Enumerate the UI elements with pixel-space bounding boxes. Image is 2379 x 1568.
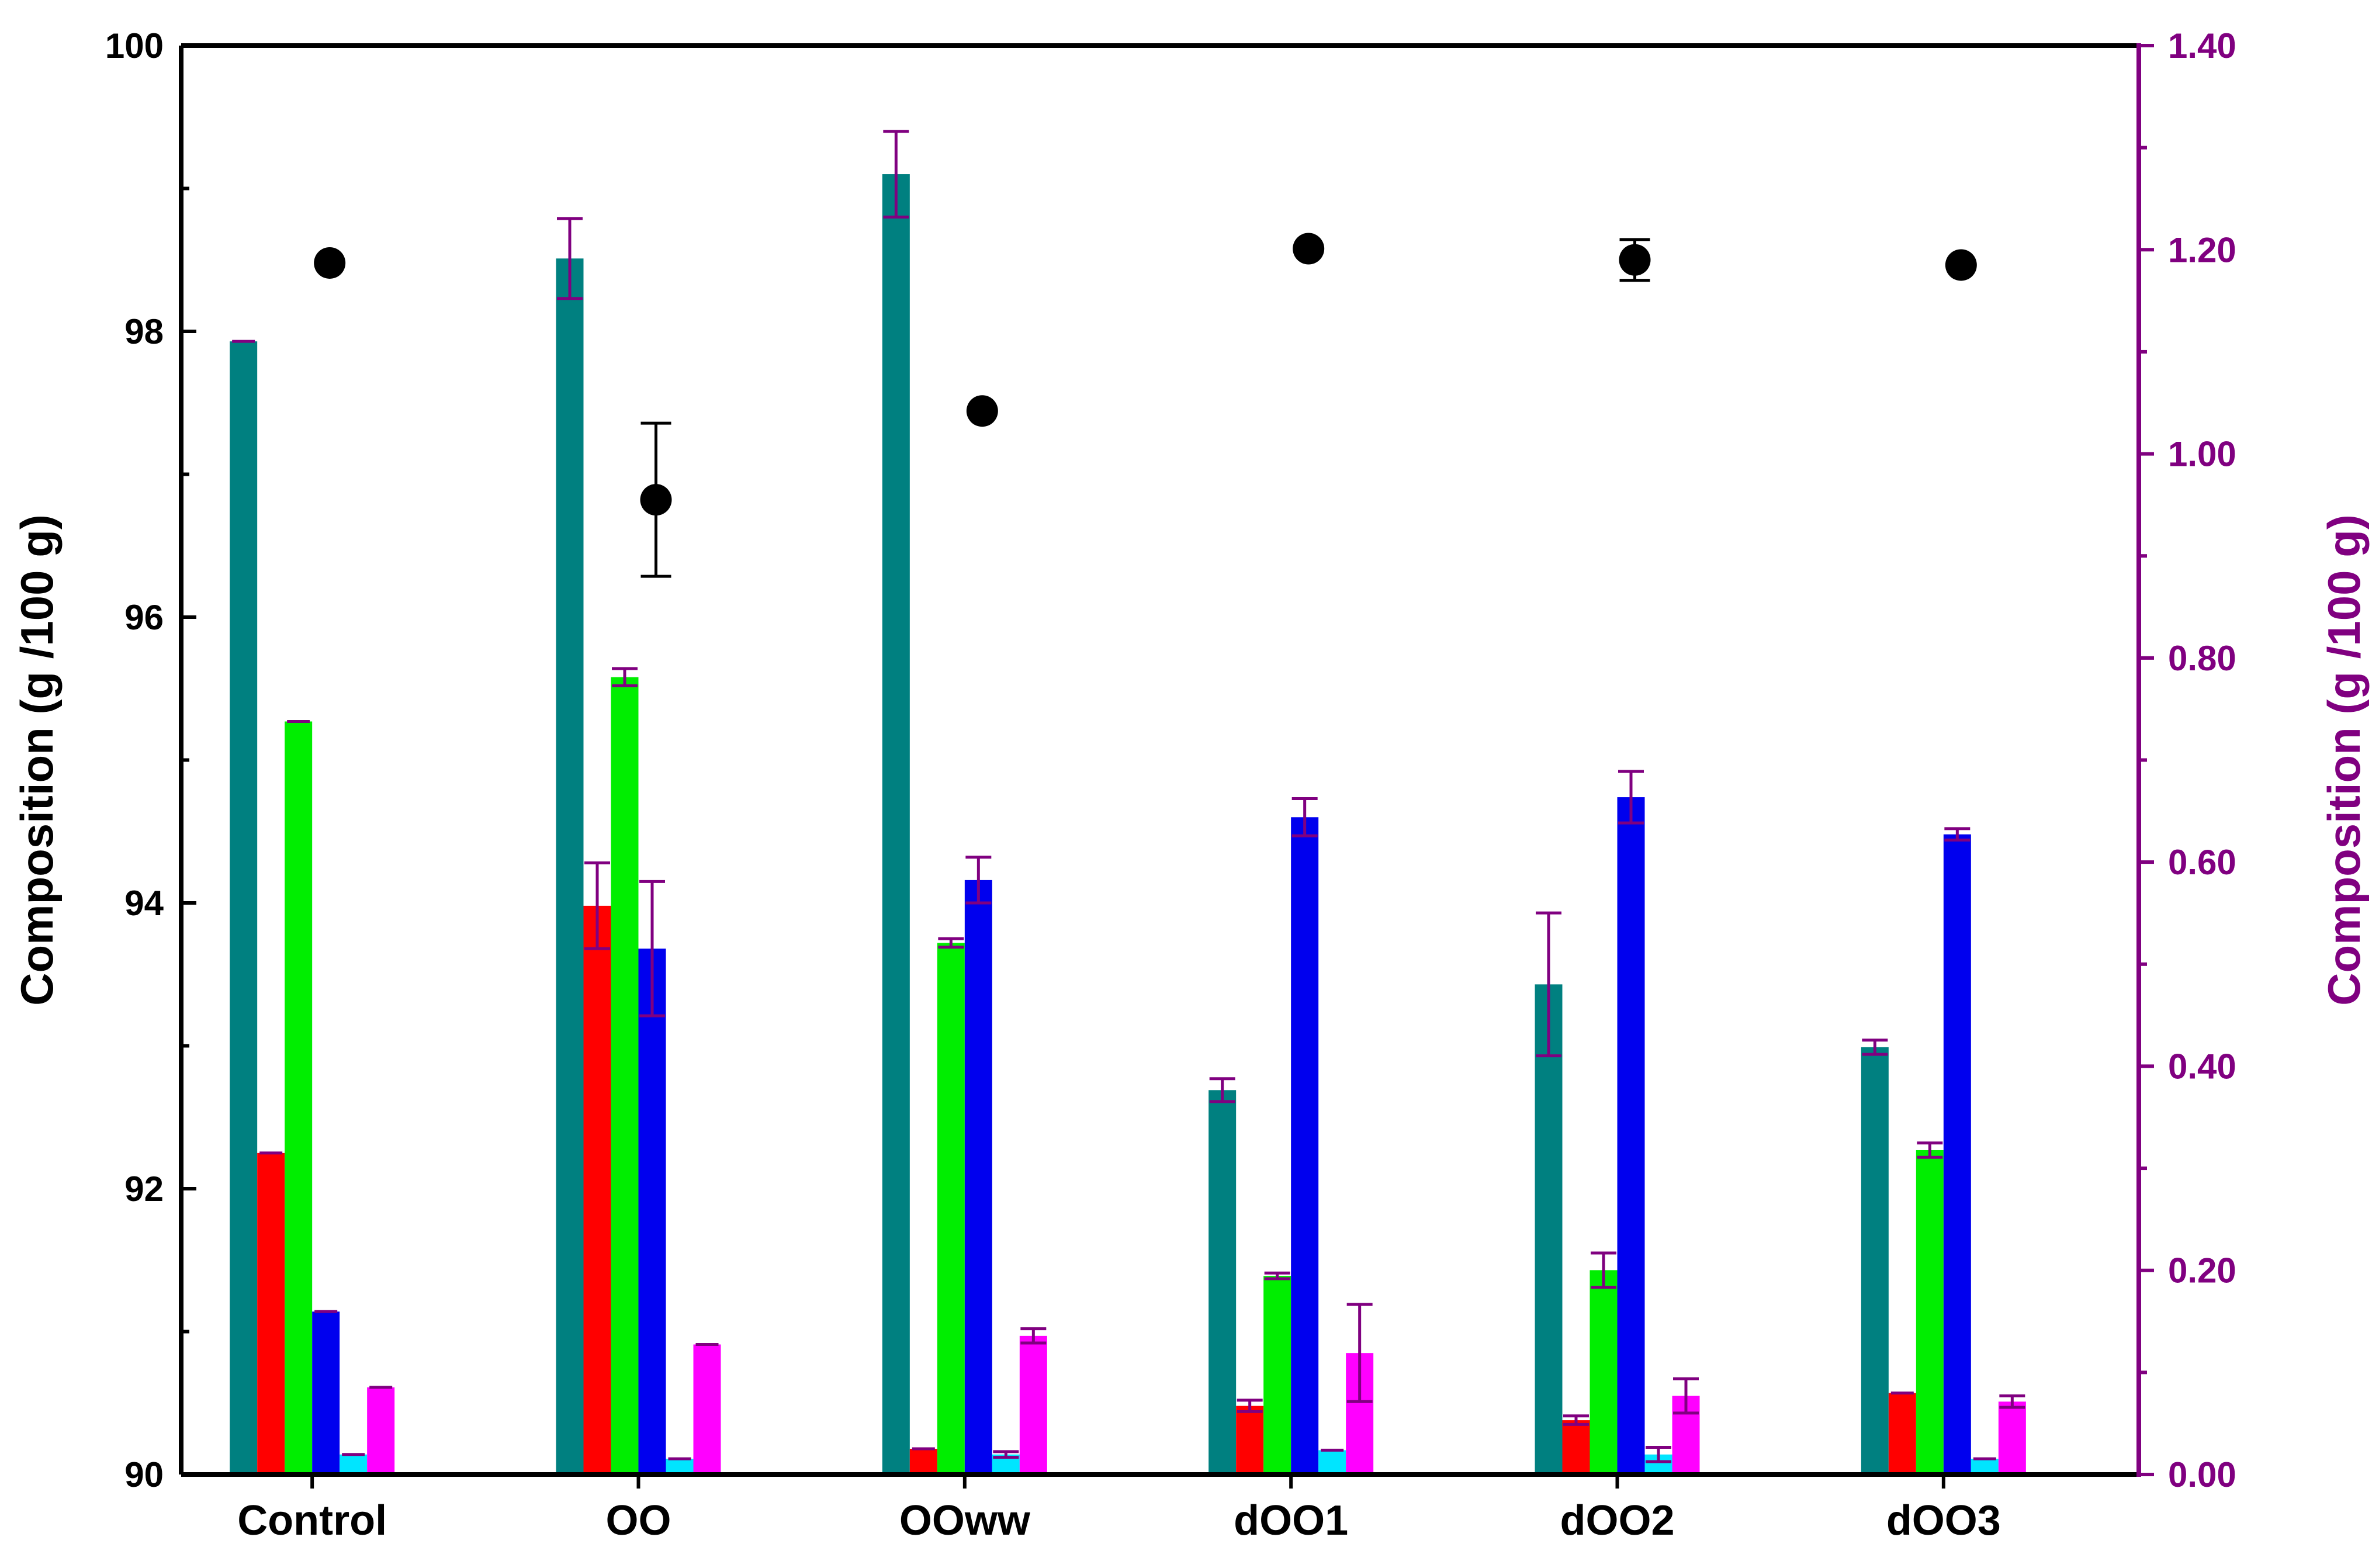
error-bar-dOO1-s2	[1237, 1399, 1263, 1413]
bar-dOO2-s1	[1535, 984, 1563, 1474]
bar-dOO3-s3	[1916, 1150, 1944, 1474]
error-bar-OOww-s6	[1020, 1327, 1047, 1345]
right-tick-label-0.40: 0.40	[2168, 1047, 2236, 1086]
bar-OOww-s6	[1019, 1335, 1047, 1474]
right-tick-label-1.00: 1.00	[2168, 435, 2236, 474]
point-OOww	[966, 395, 998, 427]
x-tick-label-dOO3: dOO3	[1886, 1497, 2001, 1544]
bar-dOO2-s4	[1617, 797, 1645, 1474]
right-axis-title: Composition (g /100 g)	[2318, 514, 2370, 1006]
error-bar-dOO2-s5	[1646, 1446, 1671, 1463]
bar-Control-s4	[312, 1311, 340, 1474]
bar-dOO1-s2	[1236, 1406, 1264, 1474]
bar-dOO3-s4	[1943, 834, 1971, 1474]
error-bar-OOww-s3	[938, 937, 964, 949]
bar-OO-s4	[638, 949, 666, 1474]
bar-Control-s1	[230, 341, 258, 1474]
right-tick-label-1.20: 1.20	[2168, 230, 2236, 269]
bar-dOO1-s3	[1263, 1276, 1291, 1474]
bar-OO-s3	[611, 677, 639, 1474]
bar-dOO1-s5	[1318, 1450, 1346, 1474]
error-bar-dOO1-s4	[1291, 797, 1318, 837]
bar-OO-s5	[666, 1459, 694, 1474]
left-axis-title: Composition (g /100 g)	[11, 514, 63, 1006]
left-tick-label-100: 100	[105, 26, 164, 65]
right-tick-label-0.20: 0.20	[2168, 1251, 2236, 1290]
point-Control	[314, 247, 346, 279]
x-tick-label-Control: Control	[237, 1497, 387, 1544]
x-tick-label-dOO2: dOO2	[1560, 1497, 1674, 1544]
error-bar-OOww-s1	[883, 130, 909, 219]
bar-dOO2-s2	[1562, 1420, 1590, 1474]
left-tick-label-96: 96	[124, 598, 164, 637]
bar-dOO3-s6	[1998, 1401, 2026, 1474]
left-tick-label-94: 94	[124, 884, 164, 923]
point-dOO2	[1619, 244, 1651, 276]
bar-dOO3-s2	[1888, 1393, 1916, 1474]
error-bar-OO-s1	[557, 217, 583, 300]
point-dOO1	[1293, 233, 1325, 265]
right-tick-label-1.40: 1.40	[2168, 26, 2236, 65]
bar-dOO3-s1	[1861, 1047, 1889, 1474]
error-bar-dOO3-s3	[1917, 1141, 1943, 1159]
x-tick-label-dOO1: dOO1	[1234, 1497, 1348, 1544]
error-bar-dOO3-s4	[1944, 827, 1971, 842]
bar-OOww-s4	[964, 880, 992, 1474]
bar-Control-s6	[367, 1387, 395, 1474]
error-bar-dOO1-s6	[1346, 1303, 1373, 1403]
bar-dOO1-s1	[1208, 1090, 1237, 1474]
bar-OO-s1	[556, 258, 584, 1475]
bar-OOww-s1	[882, 174, 910, 1474]
point-dOO3	[1945, 249, 1977, 281]
right-tick-label-0.60: 0.60	[2168, 843, 2236, 882]
error-bar-dOO2-s6	[1673, 1377, 1699, 1415]
error-bar-dOO1-s3	[1264, 1271, 1290, 1280]
bar-OOww-s2	[909, 1448, 937, 1474]
error-bar-dOO1-s1	[1209, 1077, 1235, 1103]
error-bar-OOww-s4	[965, 856, 992, 905]
error-bar-dOO2-s1	[1536, 911, 1561, 1058]
error-bar-OO-s3	[612, 667, 638, 687]
error-bar-dOO3-s1	[1862, 1039, 1888, 1056]
bar-Control-s3	[285, 721, 313, 1474]
error-bar-OOww-s5	[993, 1450, 1019, 1459]
error-bar-dOO2-s3	[1591, 1251, 1616, 1289]
bar-dOO2-s3	[1590, 1270, 1618, 1474]
bar-dOO1-s4	[1291, 817, 1319, 1474]
right-tick-label-0.80: 0.80	[2168, 639, 2236, 678]
error-bar-OO-s2	[584, 861, 610, 950]
right-tick-label-0.00: 0.00	[2168, 1455, 2236, 1494]
x-tick-label-OOww: OOww	[899, 1497, 1031, 1544]
error-bar-dOO2-s2	[1563, 1414, 1589, 1426]
error-bar-dOO3-s6	[1999, 1394, 2025, 1409]
error-bar-OO-s4	[639, 880, 665, 1017]
bar-Control-s2	[257, 1152, 285, 1474]
left-tick-label-98: 98	[124, 312, 164, 351]
error-bar-dOO2-s4	[1618, 770, 1644, 825]
bar-Control-s5	[340, 1454, 368, 1474]
left-tick-label-90: 90	[124, 1455, 164, 1494]
x-tick-label-OO: OO	[605, 1497, 671, 1544]
bar-OO-s2	[583, 905, 611, 1474]
bar-dOO3-s5	[1971, 1459, 1999, 1474]
point-OO	[640, 484, 672, 516]
left-tick-label-92: 92	[124, 1169, 164, 1209]
bar-OOww-s3	[937, 943, 965, 1474]
bar-OO-s6	[693, 1344, 721, 1474]
